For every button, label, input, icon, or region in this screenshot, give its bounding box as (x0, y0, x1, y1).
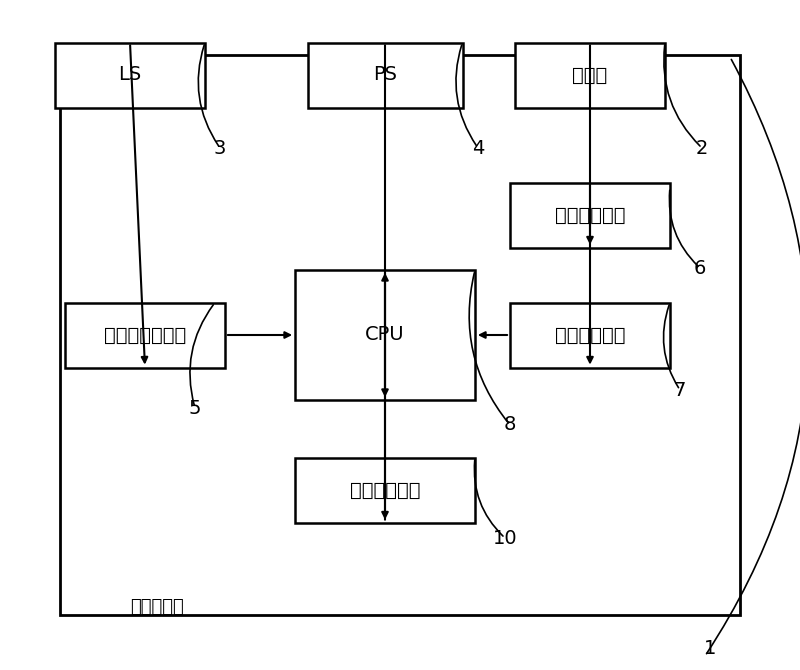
Text: 感应控制系统: 感应控制系统 (350, 480, 420, 500)
Text: 2: 2 (696, 139, 708, 157)
Text: 4: 4 (472, 139, 484, 157)
Text: 6: 6 (694, 259, 706, 277)
Text: 触控屏检测器: 触控屏检测器 (554, 206, 626, 224)
Text: CPU: CPU (365, 326, 405, 344)
Text: 1: 1 (704, 639, 716, 657)
Bar (515, 42, 665, 107)
Bar (60, 55, 740, 615)
Bar (295, 270, 475, 400)
Text: 3: 3 (214, 139, 226, 157)
Text: 7: 7 (674, 381, 686, 399)
Bar (55, 42, 205, 107)
Text: 触控屏: 触控屏 (572, 66, 608, 84)
Text: 5: 5 (189, 399, 202, 417)
Text: 8: 8 (504, 415, 516, 435)
Bar (295, 458, 475, 523)
Text: 可携式装置: 可携式装置 (130, 598, 184, 616)
Text: 10: 10 (493, 529, 518, 547)
Text: PS: PS (373, 66, 397, 84)
Text: LS: LS (118, 66, 142, 84)
Bar (510, 302, 670, 368)
Bar (65, 302, 225, 368)
Bar (510, 182, 670, 247)
Text: 触控屏控制器: 触控屏控制器 (554, 326, 626, 344)
Text: 模拟数字转换器: 模拟数字转换器 (104, 326, 186, 344)
Bar (307, 42, 462, 107)
